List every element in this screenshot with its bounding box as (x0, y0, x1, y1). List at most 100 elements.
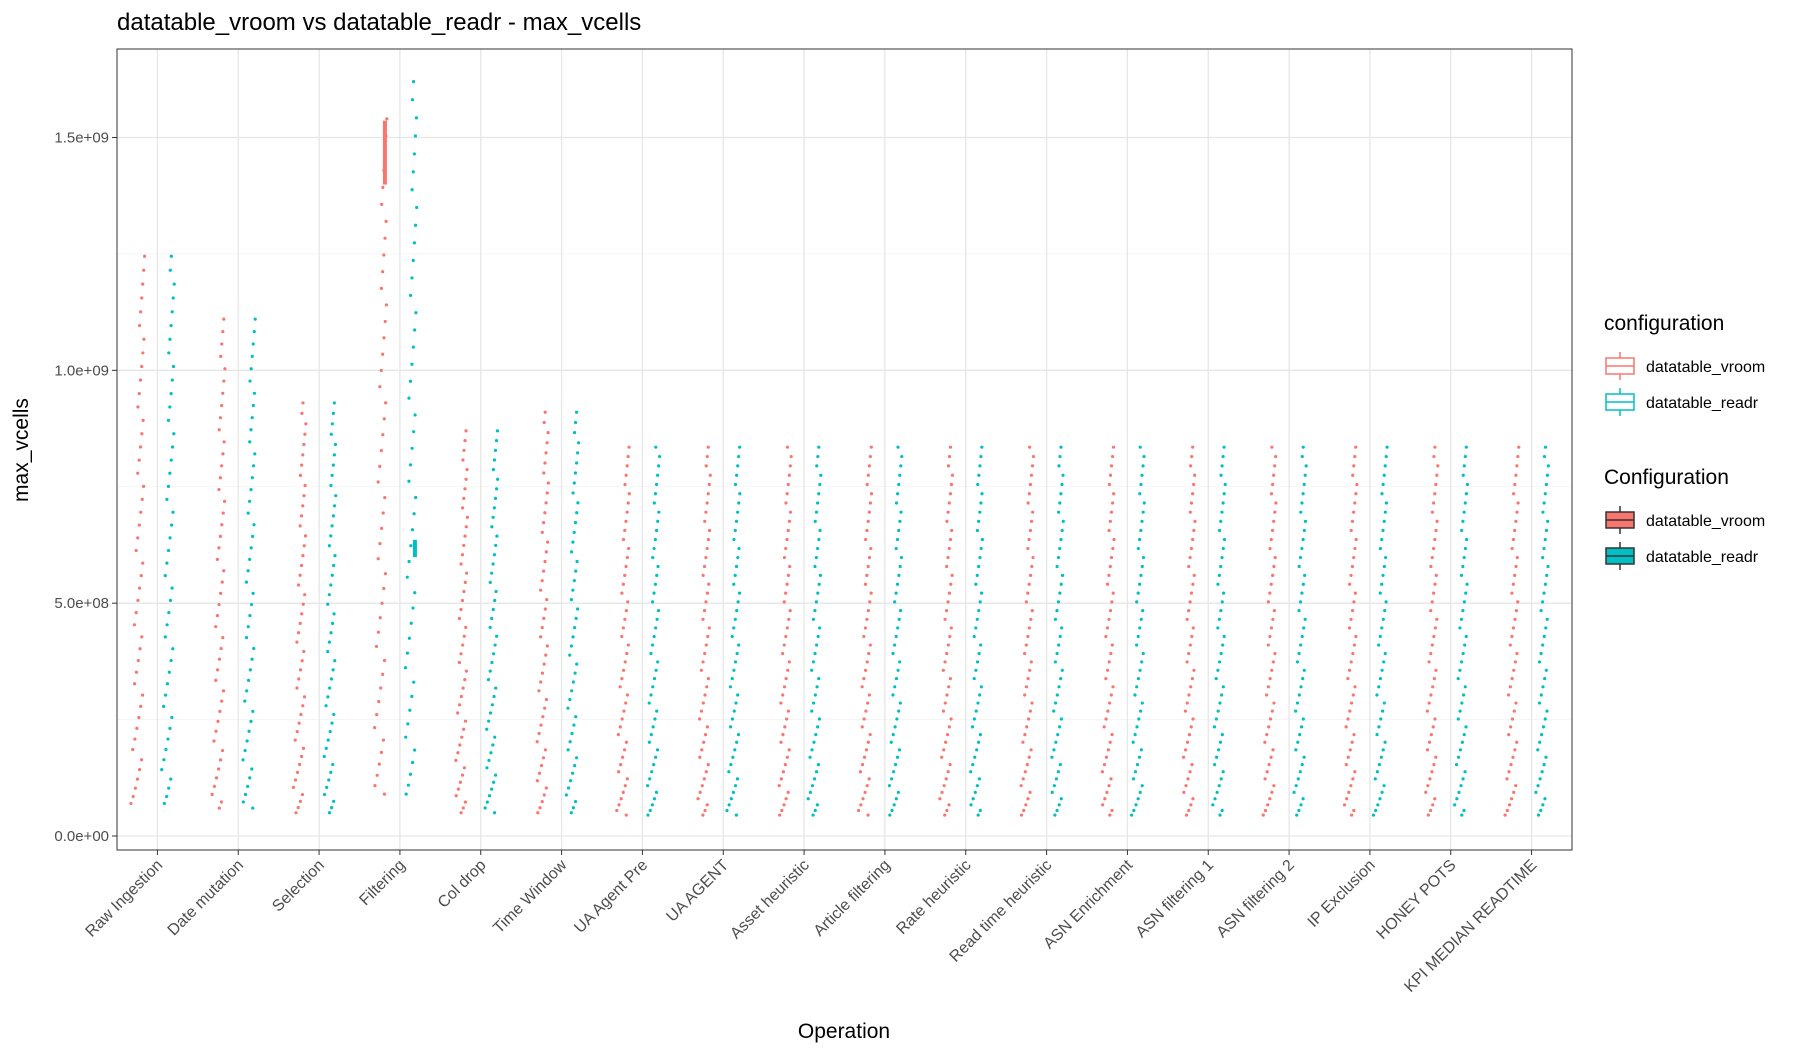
data-point (377, 762, 381, 766)
data-point (1112, 537, 1116, 542)
data-point (944, 777, 948, 781)
data-point (1023, 693, 1027, 697)
data-point (167, 351, 171, 355)
data-point (537, 771, 542, 775)
data-point (1219, 651, 1223, 656)
data-point (137, 523, 141, 527)
data-point (382, 253, 386, 257)
data-point (540, 626, 544, 630)
data-point (1461, 473, 1465, 477)
data-point (940, 790, 944, 794)
data-point (862, 755, 867, 759)
data-point (657, 510, 661, 514)
data-point (1141, 555, 1146, 560)
data-point (648, 777, 652, 781)
data-point (1373, 777, 1377, 781)
data-point (1030, 564, 1034, 569)
data-point (969, 803, 973, 807)
data-point (819, 473, 823, 477)
data-point (653, 582, 658, 586)
data-point (136, 536, 140, 540)
data-point (136, 658, 140, 663)
series-datatable_readr (160, 79, 1550, 817)
data-point (302, 544, 306, 548)
data-point (545, 644, 549, 648)
data-point (731, 790, 736, 794)
data-point (728, 725, 733, 729)
data-point (891, 693, 895, 697)
data-point (813, 564, 817, 569)
data-point (1464, 591, 1468, 595)
data-point (898, 473, 902, 477)
data-point (1191, 717, 1195, 721)
data-point (1349, 573, 1353, 578)
data-point (1383, 464, 1387, 468)
data-point (250, 416, 254, 420)
data-point (464, 429, 468, 433)
data-point (948, 676, 952, 681)
data-point (780, 808, 784, 813)
data-point (1273, 651, 1277, 656)
data-point (1138, 445, 1142, 449)
data-point (888, 813, 892, 817)
data-point (411, 606, 415, 610)
data-point (1345, 797, 1349, 801)
data-point (540, 799, 544, 804)
data-point (1027, 537, 1031, 542)
data-point (1301, 582, 1305, 586)
data-point (1516, 501, 1520, 505)
data-point (542, 521, 546, 525)
data-point (1304, 464, 1308, 468)
data-point (539, 635, 543, 639)
data-point (1109, 510, 1114, 514)
data-point (543, 410, 547, 414)
data-point (647, 701, 651, 705)
data-point (615, 808, 619, 813)
data-point (950, 473, 955, 477)
data-point (941, 668, 945, 672)
data-point (412, 430, 416, 434)
data-point (566, 748, 570, 752)
data-point (1505, 808, 1509, 813)
data-point (815, 643, 819, 647)
data-point (1059, 676, 1063, 681)
data-point (221, 329, 225, 334)
data-point (1134, 803, 1138, 807)
data-point (1269, 582, 1273, 586)
data-point (251, 591, 255, 595)
data-point (1191, 537, 1195, 542)
data-point (786, 528, 790, 533)
data-point (869, 591, 873, 595)
data-point (1543, 537, 1547, 542)
data-point (573, 420, 578, 425)
data-point (947, 454, 952, 459)
data-point (625, 693, 630, 697)
data-point (165, 623, 169, 627)
data-point (539, 723, 543, 727)
data-point (220, 699, 224, 703)
data-point (326, 602, 330, 606)
data-point (811, 617, 816, 621)
data-point (454, 758, 458, 762)
data-point (1187, 733, 1192, 737)
data-point (703, 651, 707, 656)
data-point (1220, 808, 1224, 813)
data-point (381, 672, 385, 676)
data-point (459, 652, 463, 656)
data-point (1542, 546, 1546, 551)
data-point (460, 553, 465, 557)
data-point (975, 617, 979, 621)
data-point (1349, 660, 1353, 664)
data-point (703, 808, 707, 813)
data-point (706, 762, 710, 767)
data-point (1432, 591, 1436, 595)
data-point (378, 385, 382, 389)
data-point (1433, 537, 1437, 542)
data-point (702, 609, 707, 613)
data-point (216, 719, 220, 723)
data-point (1140, 784, 1144, 788)
data-point (787, 748, 791, 752)
data-point (816, 501, 820, 505)
data-point (331, 514, 335, 518)
data-point (787, 617, 791, 621)
